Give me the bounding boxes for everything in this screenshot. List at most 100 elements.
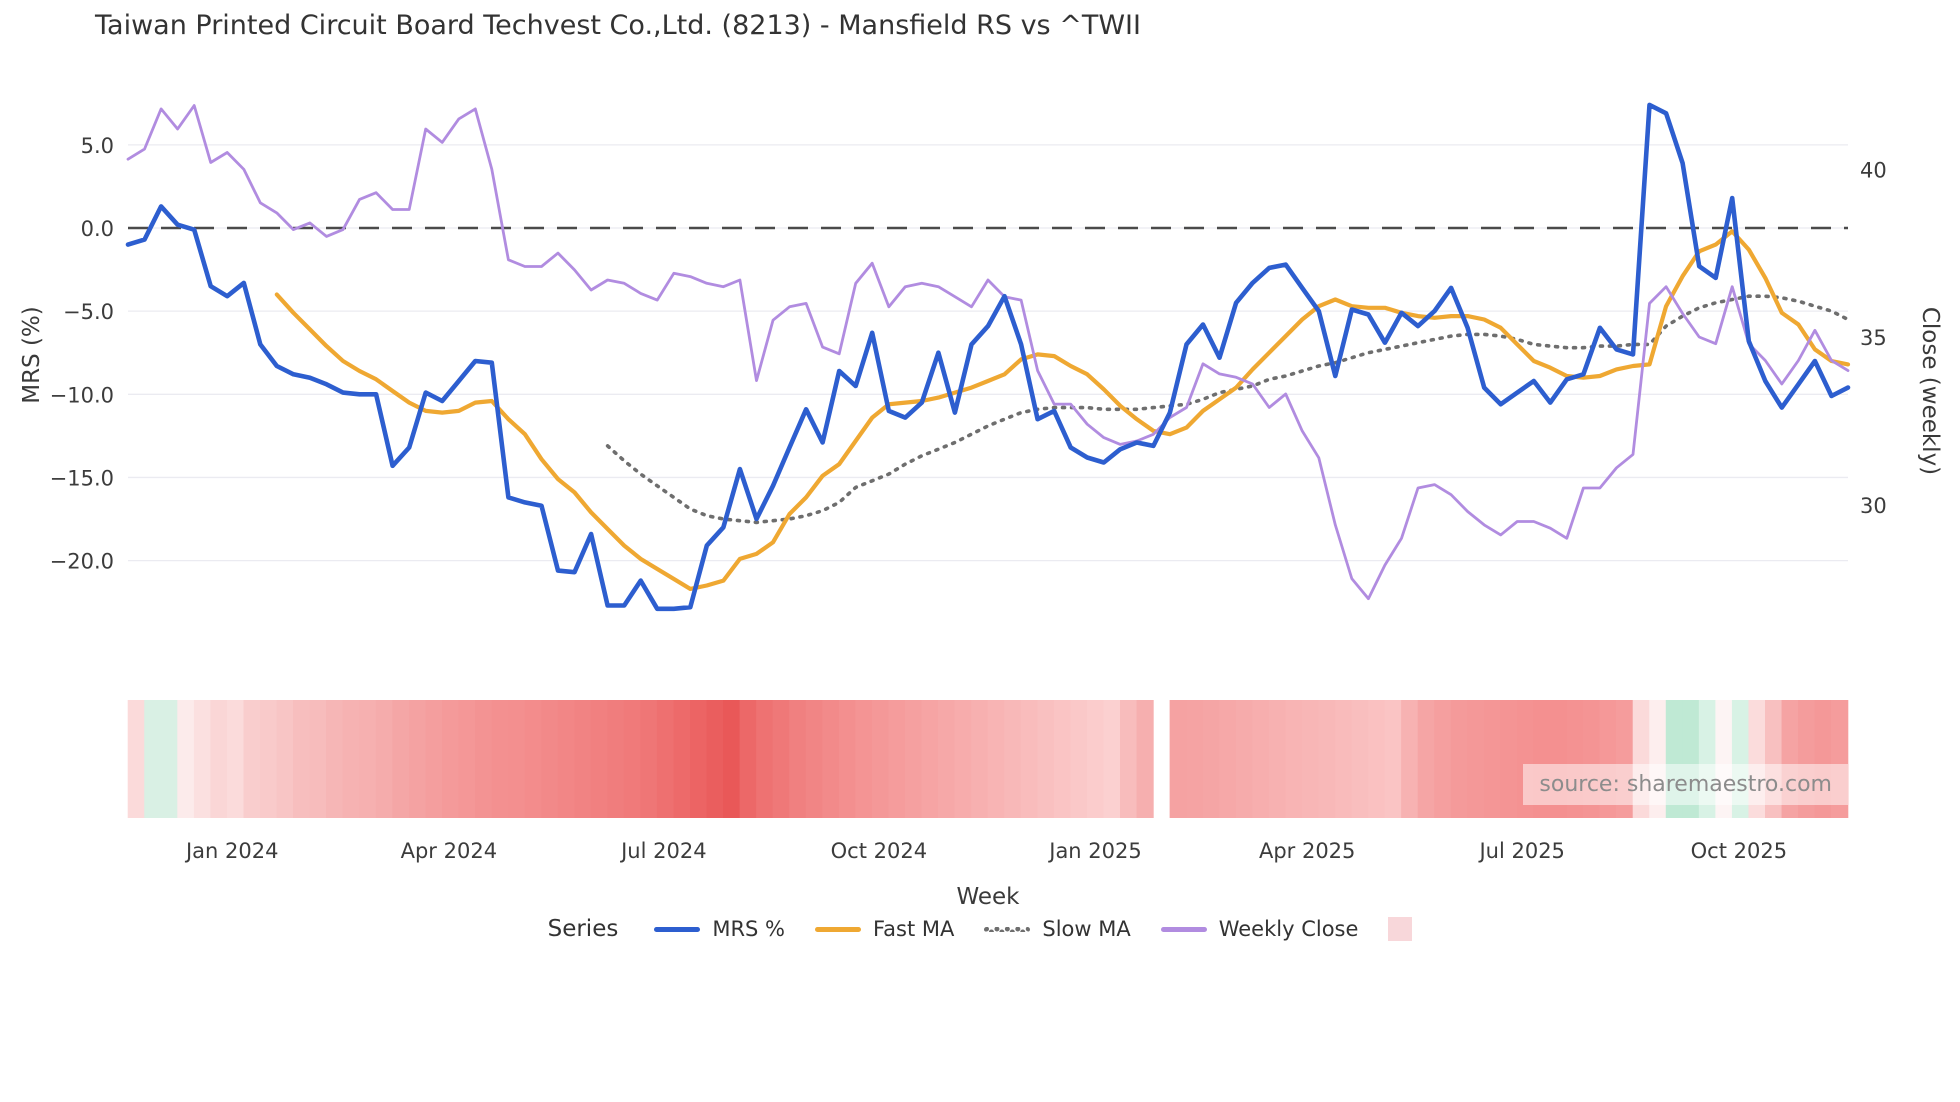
heatmap-cell xyxy=(243,700,261,818)
heatmap-cell xyxy=(954,700,972,818)
heatmap-cell xyxy=(1268,700,1286,818)
heatmap-cell xyxy=(1136,700,1154,818)
legend-item-fast-ma: Fast MA xyxy=(815,917,954,941)
heatmap-cell xyxy=(359,700,377,818)
legend-label: MRS % xyxy=(712,917,785,941)
heatmap-cell xyxy=(938,700,956,818)
heatmap-cell xyxy=(756,700,774,818)
heatmap-cell xyxy=(838,700,856,818)
heatmap-cell xyxy=(1004,700,1022,818)
heatmap-cell xyxy=(524,700,542,818)
left-axis-title: MRS (%) xyxy=(19,306,45,404)
heatmap-cell xyxy=(193,700,211,818)
heatmap-cell xyxy=(1086,700,1105,818)
heatmap-cell xyxy=(1417,700,1435,818)
x-axis-title: Week xyxy=(956,884,1020,910)
right-axis-title: Close (weekly) xyxy=(1917,306,1943,476)
heatmap-cell xyxy=(855,700,873,818)
left-axis-tick: 5.0 xyxy=(81,134,114,158)
heatmap-cell xyxy=(1219,700,1237,818)
heatmap-cell xyxy=(1500,700,1518,818)
x-axis-tick: Apr 2025 xyxy=(1259,839,1355,863)
series-line-mrs- xyxy=(125,102,1851,612)
heatmap-cell xyxy=(805,700,823,818)
heatmap-cell xyxy=(342,700,360,818)
right-axis-tick: 40 xyxy=(1860,158,1887,182)
heatmap-cell xyxy=(1450,700,1468,818)
legend-label: Weekly Close xyxy=(1218,917,1359,941)
heatmap-cell xyxy=(408,700,426,818)
heatmap-cell xyxy=(1037,700,1055,818)
heatmap-cell xyxy=(590,700,608,818)
heatmap-cell xyxy=(276,700,294,818)
heatmap-cell xyxy=(508,700,526,818)
heatmap-cell xyxy=(309,700,327,818)
heatmap-cell xyxy=(127,700,145,818)
legend-label: Fast MA xyxy=(873,917,955,941)
left-axis-tick: −15.0 xyxy=(50,466,114,490)
x-axis-tick: Jul 2025 xyxy=(1477,839,1564,863)
heatmap-cell xyxy=(739,700,757,818)
heatmap-cell xyxy=(1434,700,1452,818)
heatmap-cell xyxy=(723,700,741,818)
heatmap-cell xyxy=(260,700,278,818)
heatmap-cell xyxy=(1252,700,1270,818)
heatmap-cell xyxy=(971,700,989,818)
heatmap-cell xyxy=(144,700,162,818)
legend-item-weekly-close: Weekly Close xyxy=(1160,917,1359,941)
heatmap-cell xyxy=(392,700,410,818)
heatmap-cell xyxy=(1351,700,1369,818)
x-axis-tick: Jan 2025 xyxy=(1047,839,1142,863)
legend-swatch-heatmap xyxy=(1388,917,1413,941)
legend-line-swatch xyxy=(1160,926,1207,932)
heatmap-cell xyxy=(640,700,658,818)
right-axis-tick: 35 xyxy=(1860,326,1887,350)
left-axis-tick: −5.0 xyxy=(63,300,114,324)
left-axis-tick: −10.0 xyxy=(50,383,114,407)
heatmap-cell xyxy=(226,700,245,818)
heatmap-cell xyxy=(888,700,906,818)
heatmap-cell xyxy=(1401,700,1419,818)
legend-line-swatch xyxy=(984,926,1031,932)
heatmap-cell xyxy=(177,700,195,818)
heatmap-cell xyxy=(293,700,311,818)
heatmap-cell xyxy=(1335,700,1353,818)
heatmap-cell xyxy=(375,700,393,818)
heatmap-cell xyxy=(673,700,691,818)
heatmap-cell xyxy=(210,700,228,818)
heatmap-cell xyxy=(160,700,178,818)
x-axis-tick: Apr 2024 xyxy=(401,839,497,863)
legend-label: Slow MA xyxy=(1042,917,1131,941)
heatmap-cell xyxy=(822,700,840,818)
legend-line-swatch xyxy=(815,926,861,932)
heatmap-cell xyxy=(1169,700,1187,818)
legend: Series MRS % Fast MA Slow MA Weekly Close xyxy=(0,916,1960,942)
x-axis-tick: Oct 2024 xyxy=(831,839,927,863)
heatmap-cell xyxy=(1070,700,1088,818)
heatmap-cell xyxy=(905,700,923,818)
series-line-fast-ma xyxy=(274,229,1851,591)
heatmap-cell xyxy=(623,700,641,818)
heatmap-cell xyxy=(1053,700,1071,818)
heatmap-cell xyxy=(1186,700,1204,818)
heatmap-cell xyxy=(607,700,625,818)
heatmap-cell xyxy=(656,700,675,818)
heatmap-cell xyxy=(441,700,460,818)
chart-title: Taiwan Printed Circuit Board Techvest Co… xyxy=(95,10,1141,41)
legend-item-mrs-: MRS % xyxy=(654,917,785,941)
heatmap-cell xyxy=(1483,700,1501,818)
legend-item-heatmap xyxy=(1388,917,1413,941)
heatmap-cell xyxy=(1318,700,1336,818)
heatmap-cell xyxy=(1301,700,1320,818)
legend-title: Series xyxy=(547,916,619,942)
left-axis-tick: −20.0 xyxy=(50,550,114,574)
x-axis-tick: Jul 2024 xyxy=(619,839,706,863)
heatmap-cell xyxy=(557,700,575,818)
heatmap-cell xyxy=(458,700,476,818)
series-line-weekly-close xyxy=(126,104,1850,601)
heatmap-cell xyxy=(1120,700,1138,818)
heatmap-cell xyxy=(871,700,890,818)
heatmap-cell xyxy=(1368,700,1386,818)
heatmap-cell xyxy=(326,700,344,818)
heatmap-cell xyxy=(987,700,1005,818)
